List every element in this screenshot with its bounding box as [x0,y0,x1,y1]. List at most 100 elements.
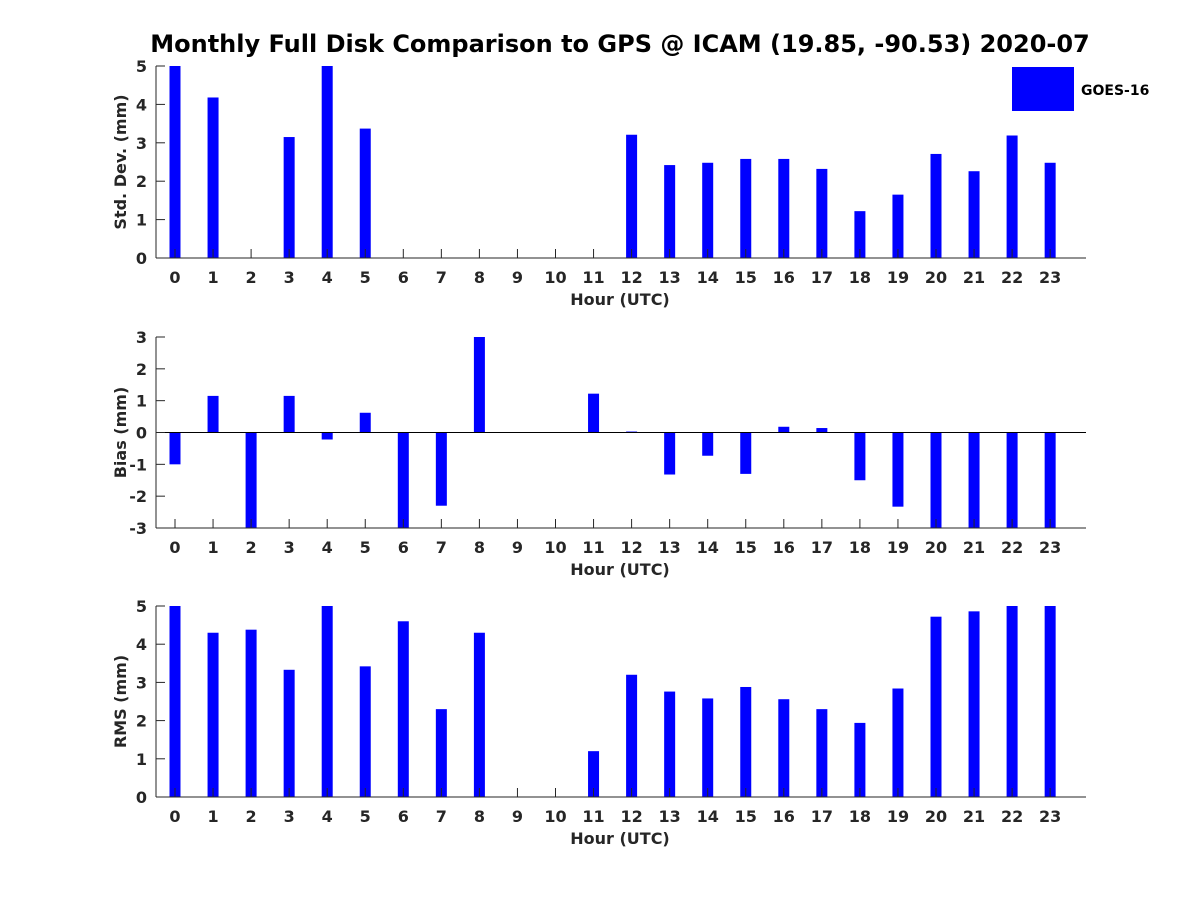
bias-bar-8 [473,337,485,433]
std-dev-x-tick-label: 3 [284,268,295,287]
std-dev-x-tick-label: 12 [620,268,642,287]
std-dev-bar-1 [207,97,219,258]
bias-bar-17 [816,428,828,433]
bias-x-tick-label: 21 [963,538,985,557]
std-dev-y-tick-label: 5 [136,57,147,76]
rms-x-tick-label: 9 [512,807,523,826]
bias-y-axis-label: Bias (mm) [111,387,130,479]
bias-x-tick-label: 7 [436,538,447,557]
std-dev-y-tick-label: 4 [136,95,147,114]
bias-y-tick-label: -3 [129,519,147,538]
std-dev-bar-12 [626,134,638,258]
bias-x-tick-label: 15 [735,538,757,557]
rms-x-tick-label: 18 [849,807,871,826]
bias-x-tick-label: 22 [1001,538,1023,557]
std-dev-x-tick-label: 11 [582,268,604,287]
bias-bar-19 [892,432,904,507]
bias-y-tick-label: -2 [129,487,147,506]
rms-bar-14 [702,698,714,797]
std-dev-x-tick-label: 6 [398,268,409,287]
rms-y-tick-label: 3 [136,673,147,692]
rms-bar-16 [778,699,790,797]
std-dev-bar-23 [1044,162,1056,258]
bias-bar-18 [854,432,866,481]
bias-y-tick-label: 2 [136,360,147,379]
rms-bar-3 [283,669,295,797]
rms-x-tick-label: 7 [436,807,447,826]
bias-bar-5 [359,412,371,433]
bias-x-tick-label: 16 [773,538,795,557]
bias-x-tick-label: 1 [207,538,218,557]
rms-bar-23 [1044,606,1056,797]
bias-bar-0 [169,432,181,465]
bias-bar-6 [397,432,409,528]
rms-x-tick-label: 19 [887,807,909,826]
rms-x-tick-label: 12 [620,807,642,826]
bias-x-tick-label: 2 [246,538,257,557]
rms-bar-15 [740,686,752,797]
bias-bar-11 [588,393,600,433]
rms-bar-18 [854,722,866,797]
rms-bar-7 [435,709,447,797]
std-dev-x-tick-label: 10 [544,268,566,287]
bias-x-tick-label: 4 [322,538,333,557]
std-dev-x-tick-label: 22 [1001,268,1023,287]
bias-bar-1 [207,395,219,433]
rms-x-axis-label: Hour (UTC) [570,829,670,848]
rms-x-tick-label: 23 [1039,807,1061,826]
std-dev-y-tick-label: 3 [136,134,147,153]
std-dev-bar-4 [321,66,333,258]
std-dev-bar-0 [169,66,181,258]
std-dev-bar-19 [892,194,904,258]
std-dev-bar-3 [283,137,295,258]
bias-bar-13 [664,432,676,475]
std-dev-x-tick-label: 20 [925,268,947,287]
rms-x-tick-label: 4 [322,807,333,826]
rms-y-tick-label: 0 [136,788,147,807]
bias-x-tick-label: 14 [697,538,719,557]
std-dev-bar-13 [664,165,676,258]
rms-bar-22 [1006,606,1018,797]
bias-x-tick-label: 3 [284,538,295,557]
std-dev-bar-14 [702,162,714,258]
rms-x-tick-label: 15 [735,807,757,826]
std-dev-bar-16 [778,158,790,258]
bias-bar-3 [283,395,295,433]
std-dev-x-tick-label: 1 [207,268,218,287]
std-dev-x-tick-label: 14 [697,268,719,287]
bias-x-tick-label: 10 [544,538,566,557]
bias-x-tick-label: 20 [925,538,947,557]
std-dev-y-tick-label: 2 [136,172,147,191]
rms-bar-13 [664,691,676,797]
rms-y-axis-label: RMS (mm) [111,655,130,748]
rms-x-tick-label: 10 [544,807,566,826]
rms-bar-8 [473,632,485,797]
rms-bar-12 [626,674,638,797]
std-dev-x-tick-label: 4 [322,268,333,287]
std-dev-y-tick-label: 1 [136,211,147,230]
rms-bar-1 [207,632,219,797]
rms-x-tick-label: 0 [169,807,180,826]
bias-bar-22 [1006,432,1018,528]
legend-label: GOES-16 [1081,83,1149,99]
std-dev-y-tick-label: 0 [136,249,147,268]
bias-bar-7 [435,432,447,506]
rms-y-tick-label: 1 [136,750,147,769]
rms-x-tick-label: 21 [963,807,985,826]
std-dev-bar-5 [359,128,371,258]
rms-x-tick-label: 1 [207,807,218,826]
std-dev-x-tick-label: 9 [512,268,523,287]
rms-bar-5 [359,666,371,797]
std-dev-x-tick-label: 13 [659,268,681,287]
std-dev-bar-18 [854,211,866,258]
rms-bar-2 [245,629,257,797]
bias-bar-21 [968,432,980,528]
bias-x-tick-label: 5 [360,538,371,557]
rms-bar-17 [816,709,828,797]
std-dev-x-tick-label: 23 [1039,268,1061,287]
rms-x-tick-label: 5 [360,807,371,826]
rms-x-tick-label: 16 [773,807,795,826]
rms-x-tick-label: 6 [398,807,409,826]
bias-x-tick-label: 0 [169,538,180,557]
bias-x-tick-label: 9 [512,538,523,557]
